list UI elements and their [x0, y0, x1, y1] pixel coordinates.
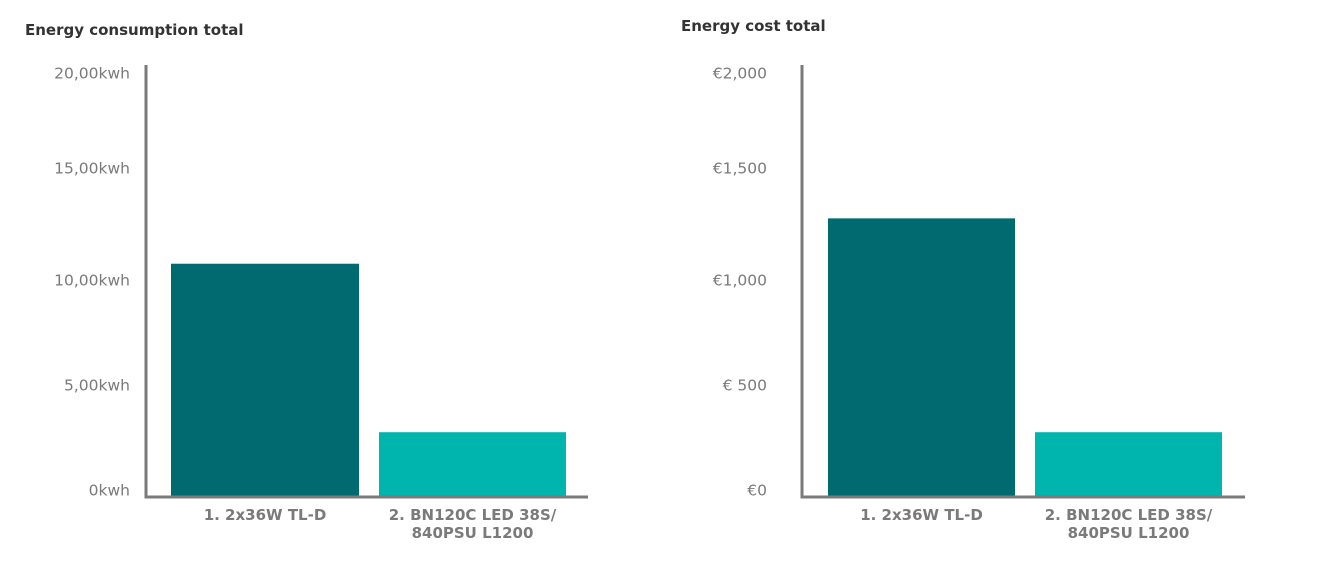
y-tick-label: €1,500	[713, 160, 767, 178]
energy-cost-chart: €0 € 500 €1,000 €1,500 €2,000 1. 2x36W TL-D 2.…	[713, 65, 1245, 542]
x-category-label: 2. BN120C LED 38S/840PSU L1200	[389, 506, 557, 542]
y-tick-label: 10,00kwh	[54, 272, 130, 290]
y-tick-label: 15,00kwh	[54, 160, 130, 178]
y-tick-label: €2,000	[713, 65, 767, 83]
x-category-label: 2. BN120C LED 38S/840PSU L1200	[1045, 506, 1213, 542]
energy-consumption-chart: 0kwh 5,00kwh 10,00kwh 15,00kwh 20,00kwh 1. 2x…	[54, 65, 588, 542]
y-tick-label: 5,00kwh	[64, 377, 130, 395]
x-category-label: 1. 2x36W TL-D	[860, 506, 983, 524]
bar-2	[379, 432, 566, 497]
y-tick-label: € 500	[723, 377, 767, 395]
chart-title-energy-consumption: Energy consumption total	[25, 21, 244, 39]
bar-1	[171, 263, 359, 497]
chart-title-energy-cost: Energy cost total	[681, 17, 826, 35]
y-tick-label: 20,00kwh	[54, 65, 130, 83]
x-category-label: 1. 2x36W TL-D	[204, 506, 327, 524]
y-tick-label: 0kwh	[89, 482, 130, 500]
bar-1	[828, 218, 1015, 498]
y-tick-label: €0	[747, 482, 767, 500]
bar-2	[1035, 432, 1222, 497]
y-tick-label: €1,000	[713, 272, 767, 290]
